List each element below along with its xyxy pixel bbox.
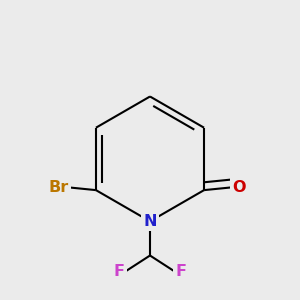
Text: F: F bbox=[114, 264, 125, 279]
Text: F: F bbox=[175, 264, 186, 279]
Text: Br: Br bbox=[49, 180, 69, 195]
Text: N: N bbox=[143, 214, 157, 229]
Text: O: O bbox=[232, 180, 246, 195]
